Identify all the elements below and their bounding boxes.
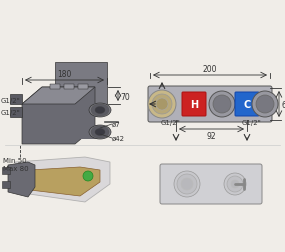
FancyBboxPatch shape xyxy=(148,87,272,122)
Text: 180: 180 xyxy=(57,70,71,79)
Circle shape xyxy=(181,178,193,190)
Ellipse shape xyxy=(95,129,105,136)
Ellipse shape xyxy=(91,127,109,138)
FancyBboxPatch shape xyxy=(160,164,262,204)
FancyBboxPatch shape xyxy=(64,85,74,90)
Polygon shape xyxy=(15,158,110,202)
Ellipse shape xyxy=(95,107,105,114)
Text: H: H xyxy=(190,100,198,110)
Text: C: C xyxy=(243,100,251,110)
Circle shape xyxy=(213,96,231,114)
FancyBboxPatch shape xyxy=(235,93,259,116)
Bar xyxy=(78,125,98,139)
Text: G1/2": G1/2" xyxy=(241,119,261,125)
Polygon shape xyxy=(22,88,95,105)
Text: G1/2": G1/2" xyxy=(160,119,180,125)
Text: G1/2": G1/2" xyxy=(1,98,21,104)
Circle shape xyxy=(177,174,197,194)
Polygon shape xyxy=(22,88,95,144)
Bar xyxy=(10,94,22,105)
Circle shape xyxy=(83,171,93,181)
Bar xyxy=(2,167,10,174)
Circle shape xyxy=(227,176,243,192)
FancyBboxPatch shape xyxy=(182,93,206,116)
Polygon shape xyxy=(8,162,35,197)
Text: 92: 92 xyxy=(206,132,216,140)
Bar xyxy=(2,181,10,188)
Circle shape xyxy=(148,91,176,118)
Text: 63: 63 xyxy=(281,100,285,109)
Ellipse shape xyxy=(89,125,111,139)
FancyBboxPatch shape xyxy=(50,85,60,90)
FancyBboxPatch shape xyxy=(55,63,107,105)
Text: 200: 200 xyxy=(203,65,217,74)
Text: Min 50
Max 80: Min 50 Max 80 xyxy=(3,158,28,171)
Text: ø7: ø7 xyxy=(112,121,121,128)
Circle shape xyxy=(256,96,274,114)
Circle shape xyxy=(252,92,278,117)
Circle shape xyxy=(231,180,239,188)
Circle shape xyxy=(156,99,168,111)
Circle shape xyxy=(152,94,172,115)
Ellipse shape xyxy=(91,105,109,116)
FancyBboxPatch shape xyxy=(78,85,88,90)
Text: G1/2": G1/2" xyxy=(1,110,21,115)
Polygon shape xyxy=(30,167,100,196)
Bar xyxy=(10,108,22,117)
Circle shape xyxy=(224,173,246,195)
Text: 70: 70 xyxy=(120,92,130,101)
Text: ø42: ø42 xyxy=(112,136,125,141)
Circle shape xyxy=(209,92,235,117)
Bar xyxy=(78,104,98,117)
Ellipse shape xyxy=(89,104,111,117)
Circle shape xyxy=(174,171,200,197)
